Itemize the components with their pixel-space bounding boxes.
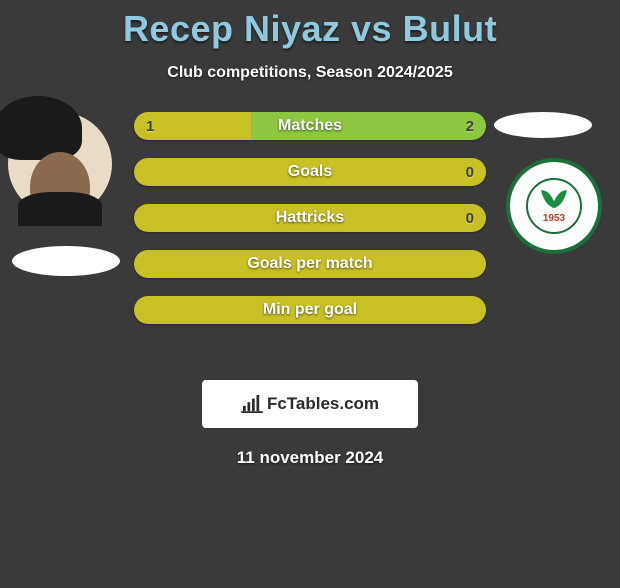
bar-value-right: 2 xyxy=(466,112,474,140)
club-badge-circle: 1953 xyxy=(506,158,602,254)
leaf-icon xyxy=(543,189,565,211)
club-year: 1953 xyxy=(543,213,565,224)
ellipse-right xyxy=(494,112,592,138)
stat-bars: 12Matches0Goals0HattricksGoals per match… xyxy=(134,112,486,324)
club-badge-inner: 1953 xyxy=(526,178,582,234)
bar-fill-right xyxy=(251,112,486,140)
stat-bar-row: Goals per match xyxy=(134,250,486,278)
bar-fill-left xyxy=(134,296,486,324)
date-text: 11 november 2024 xyxy=(0,448,620,468)
subtitle: Club competitions, Season 2024/2025 xyxy=(0,64,620,82)
avatar-circle-left xyxy=(8,112,112,216)
page-title: Recep Niyaz vs Bulut xyxy=(0,8,620,50)
bar-fill-left xyxy=(134,204,486,232)
player-right-badge: 1953 xyxy=(506,158,602,254)
footer-brand-text: FcTables.com xyxy=(267,394,379,414)
stat-bar-row: 12Matches xyxy=(134,112,486,140)
stat-bar-row: Min per goal xyxy=(134,296,486,324)
comparison-area: 1953 12Matches0Goals0HattricksGoals per … xyxy=(0,112,620,362)
player-hair xyxy=(8,112,82,160)
bar-value-right: 0 xyxy=(466,158,474,186)
player-left-avatar xyxy=(8,112,112,216)
player-shirt xyxy=(18,192,102,216)
bar-value-right: 0 xyxy=(466,204,474,232)
footer-brand-box: FcTables.com xyxy=(202,380,418,428)
ellipse-left xyxy=(12,246,120,276)
bar-fill-left xyxy=(134,250,486,278)
stat-bar-row: 0Hattricks xyxy=(134,204,486,232)
bar-fill-left xyxy=(134,158,486,186)
stat-bar-row: 0Goals xyxy=(134,158,486,186)
chart-bar-icon xyxy=(241,395,263,413)
bar-value-left: 1 xyxy=(146,112,154,140)
